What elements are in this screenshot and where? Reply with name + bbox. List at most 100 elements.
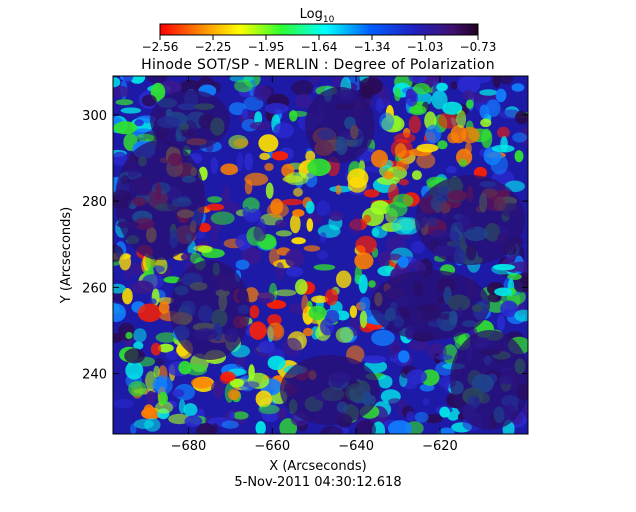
heatmap-cell [456,110,467,128]
heatmap-cell [481,128,493,149]
heatmap-cell [289,303,306,315]
heatmap-cell [257,292,275,304]
heatmap-cell [268,248,280,266]
heatmap-cell [358,274,368,294]
heatmap-cell [519,272,528,285]
heatmap-cell [228,134,249,150]
heatmap-cell [425,414,443,424]
heatmap-cell [258,340,275,354]
heatmap-cell [146,391,156,405]
heatmap-cell [265,102,289,115]
heatmap-cell [306,218,314,232]
heatmap-cell [275,230,292,237]
heatmap-cell [305,150,316,162]
heatmap-cell [135,133,155,142]
heatmap-cell [406,369,428,384]
heatmap-cell [170,260,250,360]
heatmap-cell [493,264,515,271]
heatmap-cell [293,187,303,197]
heatmap-cell [316,250,329,260]
heatmap-cell [511,261,528,272]
heatmap-cell [486,99,501,117]
heatmap-cell [211,423,219,434]
heatmap-cell [416,143,439,153]
y-tick-label: 260 [82,281,107,296]
heatmap-cell [211,380,225,397]
heatmap-cell [232,411,249,420]
heatmap-cell [206,203,225,211]
colorbar-tick-label: −1.03 [407,40,444,54]
heatmap-cell [371,329,395,346]
heatmap-cell [120,107,142,114]
heatmap-cell [359,296,371,312]
heatmap-cell [235,259,250,270]
heatmap-cell [274,289,297,297]
heatmap-cell [157,343,174,353]
heatmap-cell [113,151,128,166]
heatmap-cell [438,427,455,434]
heatmap-cell [515,110,528,125]
heatmap-cell [285,266,304,277]
heatmap-cell [425,124,442,144]
heatmap-cell [146,76,168,84]
heatmap-cell [388,398,402,405]
heatmap-cell [394,143,407,158]
heatmap-cell [303,245,321,252]
heatmap-cell [398,178,409,186]
heatmap-cell [113,283,126,294]
heatmap-cell [408,115,421,134]
heatmap-cell [132,262,142,276]
heatmap-cell [435,354,453,361]
heatmap-cell [133,328,147,343]
heatmap-cell [479,104,490,119]
heatmap-cell [363,189,380,198]
heatmap-cell [134,119,144,127]
heatmap-cell [354,252,374,270]
heatmap-cell [469,93,489,104]
y-tick-label: 300 [82,109,107,124]
heatmap-cell [273,122,295,139]
heatmap-cell [305,87,375,163]
heatmap-cell [316,200,331,216]
heatmap-cell [335,327,354,343]
heatmap-cell [465,99,474,109]
heatmap-cell [155,332,179,343]
heatmap-cell [253,224,267,242]
heatmap-cell [450,330,528,430]
heatmap-cell [234,79,253,93]
heatmap-cell [290,214,301,234]
heatmap-cell [458,158,468,168]
heatmap-cell [228,389,240,401]
heatmap-cell [249,121,272,130]
heatmap-cell [416,152,436,169]
heatmap-cell [137,303,162,323]
heatmap-cell [264,163,274,171]
heatmap-cell [115,99,134,106]
heatmap-cell [450,81,458,90]
heatmap-cell [423,398,430,406]
heatmap-cell [383,171,394,180]
heatmap-cell [320,318,335,336]
heatmap-cell [113,398,134,409]
heatmap-cell [165,350,179,361]
heatmap-cell [523,404,528,419]
heatmap-cell [445,165,457,174]
heatmap-cell [190,252,202,264]
heatmap-cell [255,421,266,434]
heatmap-cell [128,380,147,397]
heatmap-cell [497,314,506,331]
x-tick-label: −640 [338,439,374,454]
heatmap-cell [368,280,376,288]
heatmap-cell [415,175,525,265]
heatmap-cell [442,101,463,115]
heatmap-cell [490,154,509,175]
heatmap-cell [362,355,387,364]
heatmap-cell [131,280,154,294]
heatmap-cell [249,321,267,340]
heatmap-cell [275,262,285,281]
heatmap-cell [253,85,272,101]
heatmap-cell [178,399,186,414]
heatmap-cell [255,390,272,408]
heatmap-cell [191,376,213,389]
